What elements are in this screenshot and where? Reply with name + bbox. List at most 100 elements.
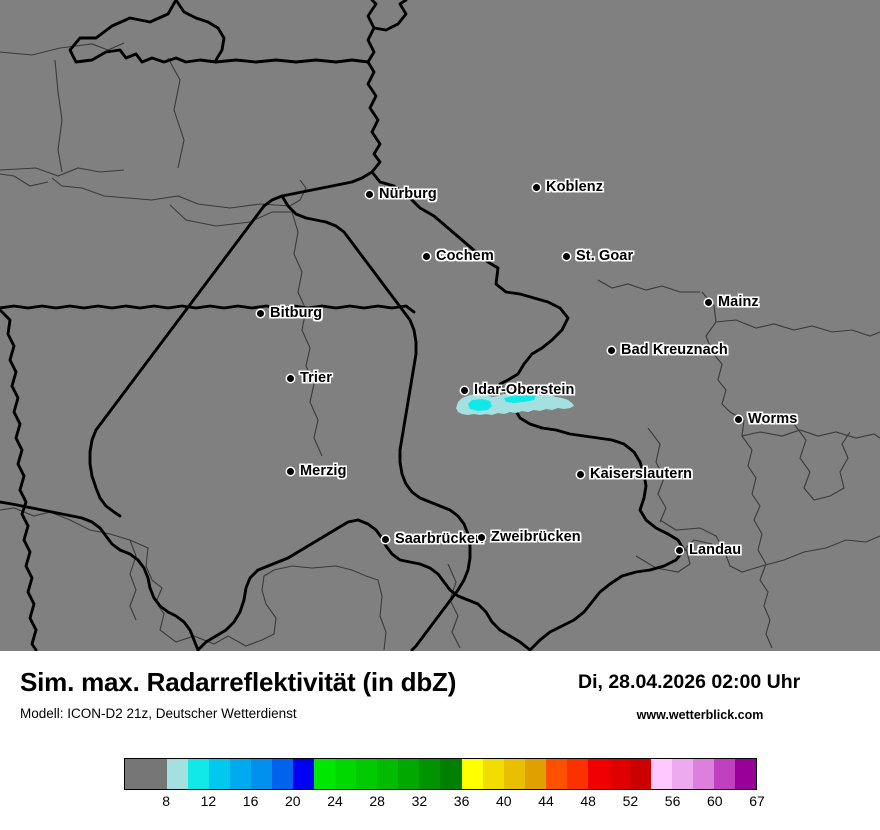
city-dot-icon — [461, 386, 468, 394]
legend-tick-44: 44 — [538, 793, 554, 809]
legend-band-8 — [293, 759, 315, 789]
city-name: Landau — [689, 542, 742, 558]
city-label-landau: Landau — [676, 542, 741, 558]
city-dot-icon — [676, 546, 683, 554]
city-name: Cochem — [436, 248, 494, 264]
city-dot-icon — [382, 535, 389, 543]
city-name: Bad Kreuznach — [621, 342, 728, 358]
legend-tick-12: 12 — [200, 793, 217, 809]
national-borders — [0, 0, 686, 651]
city-label-cochem: Cochem — [423, 248, 494, 264]
city-label-merzig: Merzig — [287, 463, 347, 479]
city-name: Kaiserslautern — [590, 466, 693, 482]
city-name: Nürburg — [379, 186, 437, 202]
legend-band-23 — [608, 759, 630, 789]
city-label-worms: Worms — [735, 411, 797, 427]
legend-band-7 — [272, 759, 294, 789]
radar-echo-cluster — [456, 387, 574, 415]
city-dot-icon — [563, 252, 570, 260]
legend-band-26 — [671, 759, 693, 789]
website-credit: www.wetterblick.com — [636, 708, 764, 722]
legend-tick-40: 40 — [496, 793, 512, 809]
legend-band-14 — [419, 759, 441, 789]
legend-band-16 — [461, 759, 483, 789]
legend-tick-60: 60 — [707, 793, 723, 809]
color-legend-bar — [124, 758, 757, 790]
city-dot-icon — [478, 533, 485, 541]
city-dot-icon — [287, 467, 294, 475]
city-label-saarbrucken: Saarbrücken — [382, 531, 484, 547]
legend-band-15 — [440, 759, 462, 789]
legend-tick-36: 36 — [453, 793, 470, 809]
city-label-mainz: Mainz — [705, 294, 759, 310]
legend-tick-32: 32 — [411, 793, 428, 809]
legend-band-3 — [188, 759, 210, 789]
legend-tick-56: 56 — [664, 793, 681, 809]
city-dot-icon — [577, 470, 584, 478]
legend-band-1 — [146, 759, 168, 789]
legend-band-22 — [587, 759, 609, 789]
legend-band-0 — [125, 759, 147, 789]
city-dot-icon — [366, 190, 373, 198]
legend-band-28 — [713, 759, 735, 789]
city-dot-icon — [705, 298, 712, 306]
city-name: Saarbrücken — [395, 531, 484, 547]
legend-tick-28: 28 — [369, 793, 385, 809]
city-name: Mainz — [718, 294, 759, 310]
city-label-trier: Trier — [287, 370, 332, 386]
city-label-st-goar: St. Goar — [563, 248, 633, 264]
city-dot-icon — [735, 415, 742, 423]
legend-band-21 — [566, 759, 588, 789]
city-label-bad-kreuznach: Bad Kreuznach — [608, 342, 728, 358]
legend-band-20 — [545, 759, 567, 789]
legend-band-25 — [650, 759, 672, 789]
legend-band-29 — [734, 759, 756, 789]
map-geometry — [0, 0, 880, 651]
city-name: Worms — [748, 411, 798, 427]
city-name: St. Goar — [576, 248, 634, 264]
legend-tick-24: 24 — [327, 793, 343, 809]
legend-band-17 — [482, 759, 504, 789]
legend-tick-67: 67 — [749, 793, 765, 809]
legend-tick-20: 20 — [285, 793, 301, 809]
legend-tick-48: 48 — [580, 793, 596, 809]
legend-tick-16: 16 — [242, 793, 259, 809]
city-label-nurburg: Nürburg — [366, 186, 437, 202]
region-borders — [0, 42, 880, 651]
legend-band-6 — [251, 759, 273, 789]
legend-band-19 — [524, 759, 546, 789]
legend-band-12 — [377, 759, 399, 789]
city-name: Merzig — [300, 463, 347, 479]
page-title: Sim. max. Radarreflektivität (in dbZ) — [20, 667, 457, 697]
city-label-zweibrucken: Zweibrücken — [478, 529, 581, 545]
city-dot-icon — [608, 346, 615, 354]
city-label-koblenz: Koblenz — [533, 179, 603, 195]
caption-block: Sim. max. Radarreflektivität (in dbZ) Mo… — [0, 651, 880, 746]
forecast-datetime: Di, 28.04.2026 02:00 Uhr — [578, 671, 801, 693]
legend-tick-8: 8 — [162, 793, 171, 809]
city-label-bitburg: Bitburg — [257, 305, 322, 321]
color-legend-ticks: 8 12 16 20 24 28 32 36 40 44 48 52 56 60 67 — [124, 793, 765, 815]
city-dot-icon — [423, 252, 430, 260]
legend-band-4 — [209, 759, 231, 789]
legend-band-13 — [398, 759, 420, 789]
city-name: Bitburg — [270, 305, 323, 321]
map-panel[interactable]: Nürburg Koblenz Cochem St. Goar Mainz Bi… — [0, 0, 880, 654]
legend-band-11 — [356, 759, 378, 789]
city-dot-icon — [287, 374, 294, 382]
city-name: Zweibrücken — [491, 529, 581, 545]
legend-band-5 — [230, 759, 252, 789]
city-name: Idar-Oberstein — [474, 382, 575, 398]
model-subtitle: Modell: ICON-D2 21z, Deutscher Wetterdie… — [20, 706, 297, 721]
legend-band-24 — [629, 759, 651, 789]
legend-tick-52: 52 — [622, 793, 639, 809]
legend-band-18 — [503, 759, 525, 789]
city-label-idar-oberstein: Idar-Oberstein — [461, 382, 575, 398]
city-name: Koblenz — [546, 179, 604, 195]
city-label-kaiserslautern: Kaiserslautern — [577, 466, 692, 482]
city-dot-icon — [257, 309, 264, 317]
city-name: Trier — [300, 370, 332, 386]
legend-band-10 — [335, 759, 357, 789]
legend-band-9 — [314, 759, 336, 789]
